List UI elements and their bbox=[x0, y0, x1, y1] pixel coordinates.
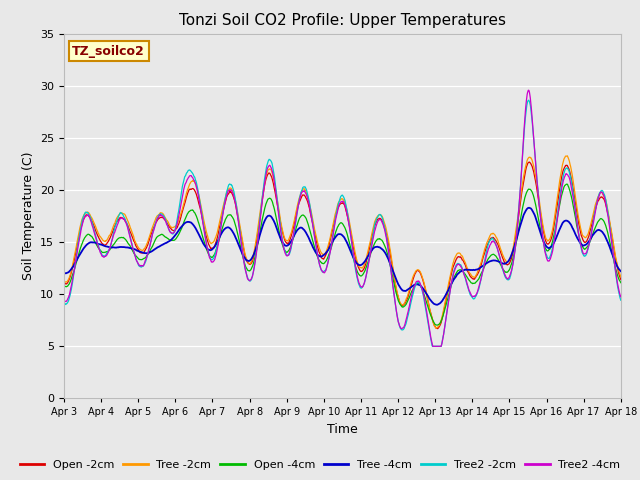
Open -4cm bbox=[170, 237, 178, 243]
Tree2 -4cm bbox=[429, 343, 437, 349]
Tree2 -4cm bbox=[617, 294, 625, 300]
Open -4cm bbox=[617, 280, 625, 286]
Tree -2cm bbox=[184, 186, 191, 192]
Tree -2cm bbox=[564, 153, 572, 159]
Text: TZ_soilco2: TZ_soilco2 bbox=[72, 45, 145, 58]
Tree -4cm bbox=[552, 237, 559, 242]
Line: Open -4cm: Open -4cm bbox=[64, 184, 621, 325]
Tree2 -4cm bbox=[552, 231, 559, 237]
Tree -2cm bbox=[60, 278, 68, 284]
Tree -2cm bbox=[502, 258, 509, 264]
Tree2 -4cm bbox=[246, 277, 254, 283]
Tree -4cm bbox=[60, 270, 68, 276]
Open -2cm bbox=[184, 190, 191, 195]
Open -4cm bbox=[60, 283, 68, 289]
Tree2 -4cm bbox=[502, 274, 509, 280]
Tree2 -2cm bbox=[429, 343, 436, 349]
Line: Tree2 -2cm: Tree2 -2cm bbox=[64, 100, 621, 346]
Tree -4cm bbox=[170, 234, 178, 240]
Title: Tonzi Soil CO2 Profile: Upper Temperatures: Tonzi Soil CO2 Profile: Upper Temperatur… bbox=[179, 13, 506, 28]
Open -4cm bbox=[433, 322, 441, 328]
Tree2 -2cm bbox=[184, 168, 191, 174]
Line: Tree -2cm: Tree -2cm bbox=[64, 156, 621, 328]
Open -4cm bbox=[246, 267, 254, 273]
Tree -4cm bbox=[525, 205, 533, 211]
Line: Tree -4cm: Tree -4cm bbox=[64, 208, 621, 305]
Open -2cm bbox=[434, 326, 442, 332]
Tree -2cm bbox=[551, 212, 559, 217]
Tree -2cm bbox=[170, 224, 178, 230]
Tree -4cm bbox=[246, 258, 254, 264]
Tree -4cm bbox=[617, 268, 625, 274]
Open -2cm bbox=[60, 280, 68, 286]
Tree2 -4cm bbox=[170, 229, 178, 235]
Tree -4cm bbox=[502, 260, 509, 266]
Tree2 -2cm bbox=[525, 97, 532, 103]
Tree2 -2cm bbox=[502, 275, 509, 281]
Tree -2cm bbox=[617, 274, 625, 280]
Tree2 -2cm bbox=[170, 228, 178, 234]
Open -4cm bbox=[563, 181, 571, 187]
X-axis label: Time: Time bbox=[327, 423, 358, 436]
Open -2cm bbox=[170, 228, 178, 234]
Open -2cm bbox=[617, 276, 625, 282]
Line: Tree2 -4cm: Tree2 -4cm bbox=[64, 90, 621, 346]
Tree2 -2cm bbox=[60, 300, 68, 305]
Tree2 -2cm bbox=[552, 227, 559, 233]
Open -2cm bbox=[246, 262, 254, 267]
Tree -2cm bbox=[429, 318, 436, 324]
Tree -4cm bbox=[433, 302, 441, 308]
Legend: Open -2cm, Tree -2cm, Open -4cm, Tree -4cm, Tree2 -2cm, Tree2 -4cm: Open -2cm, Tree -2cm, Open -4cm, Tree -4… bbox=[15, 456, 625, 474]
Tree2 -2cm bbox=[246, 278, 254, 284]
Tree -4cm bbox=[184, 219, 191, 225]
Open -4cm bbox=[502, 269, 509, 275]
Tree2 -4cm bbox=[525, 87, 532, 93]
Open -4cm bbox=[184, 211, 191, 216]
Open -2cm bbox=[552, 214, 559, 220]
Open -4cm bbox=[429, 317, 436, 323]
Tree2 -4cm bbox=[60, 297, 68, 303]
Open -2cm bbox=[525, 159, 533, 165]
Tree -2cm bbox=[246, 261, 254, 266]
Open -2cm bbox=[429, 318, 436, 324]
Tree2 -2cm bbox=[617, 297, 625, 303]
Tree2 -4cm bbox=[184, 176, 191, 181]
Tree2 -4cm bbox=[429, 343, 436, 349]
Open -4cm bbox=[551, 228, 559, 233]
Line: Open -2cm: Open -2cm bbox=[64, 162, 621, 329]
Open -2cm bbox=[502, 261, 509, 267]
Tree -4cm bbox=[429, 300, 436, 306]
Y-axis label: Soil Temperature (C): Soil Temperature (C) bbox=[22, 152, 35, 280]
Tree2 -2cm bbox=[429, 343, 437, 349]
Tree -2cm bbox=[432, 325, 440, 331]
